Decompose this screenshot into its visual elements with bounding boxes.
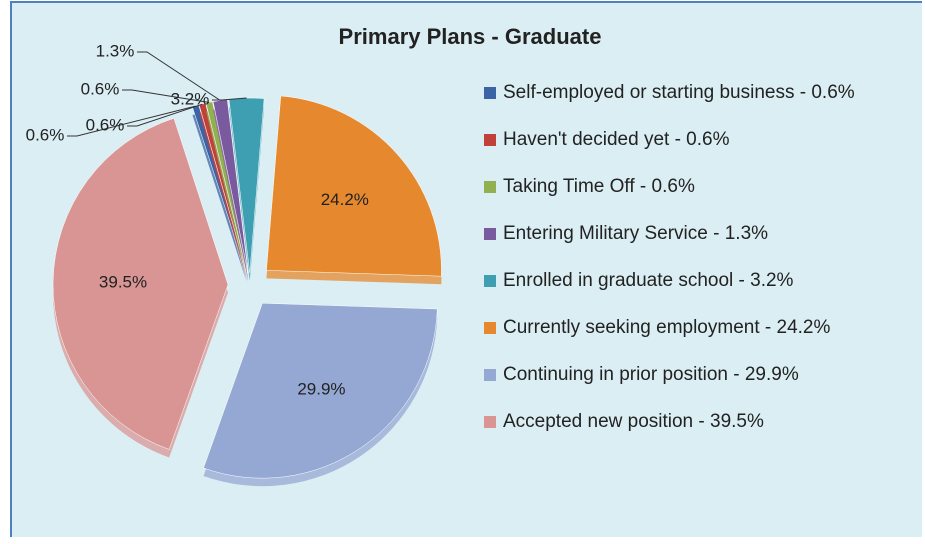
data-label: 3.2% <box>171 89 210 108</box>
legend-label: Accepted new position - 39.5% <box>503 411 764 432</box>
slice-edge <box>206 109 248 282</box>
data-label: 24.2% <box>321 190 369 209</box>
slice-edge <box>192 113 247 282</box>
slice <box>203 302 438 479</box>
legend-label: Continuing in prior position - 29.9% <box>503 364 799 385</box>
leader-line <box>67 105 196 137</box>
slice-edge <box>213 107 249 282</box>
legend-swatch <box>484 181 496 193</box>
legend-swatch <box>484 134 496 146</box>
data-label: 0.6% <box>26 125 65 144</box>
legend-swatch <box>484 275 496 287</box>
legend-label: Enrolled in graduate school - 3.2% <box>503 270 794 291</box>
slice <box>205 101 248 274</box>
data-label: 0.6% <box>81 79 120 98</box>
legend-swatch <box>484 369 496 381</box>
legend-label: Currently seeking employment - 24.2% <box>503 317 830 338</box>
legend-swatch <box>484 87 496 99</box>
slice <box>52 117 229 450</box>
leader-line <box>127 103 203 127</box>
slice <box>266 95 442 277</box>
legend-label: Taking Time Off - 0.6% <box>503 176 695 197</box>
leader-line <box>212 97 247 101</box>
data-label: 1.3% <box>96 41 135 60</box>
data-label: 29.9% <box>297 380 345 399</box>
legend-swatch <box>484 322 496 334</box>
leader-line <box>122 89 210 103</box>
data-label: 0.6% <box>86 115 125 134</box>
data-label: 39.5% <box>99 273 147 292</box>
legend-swatch <box>484 416 496 428</box>
leader-line <box>137 51 221 101</box>
slice-edge <box>199 111 247 282</box>
legend-swatch <box>484 228 496 240</box>
legend-label: Self-employed or starting business - 0.6… <box>503 82 855 103</box>
legend-label: Entering Military Service - 1.3% <box>503 223 768 244</box>
legend-label: Haven't decided yet - 0.6% <box>503 129 730 150</box>
chart-title: Primary Plans - Graduate <box>339 24 602 49</box>
